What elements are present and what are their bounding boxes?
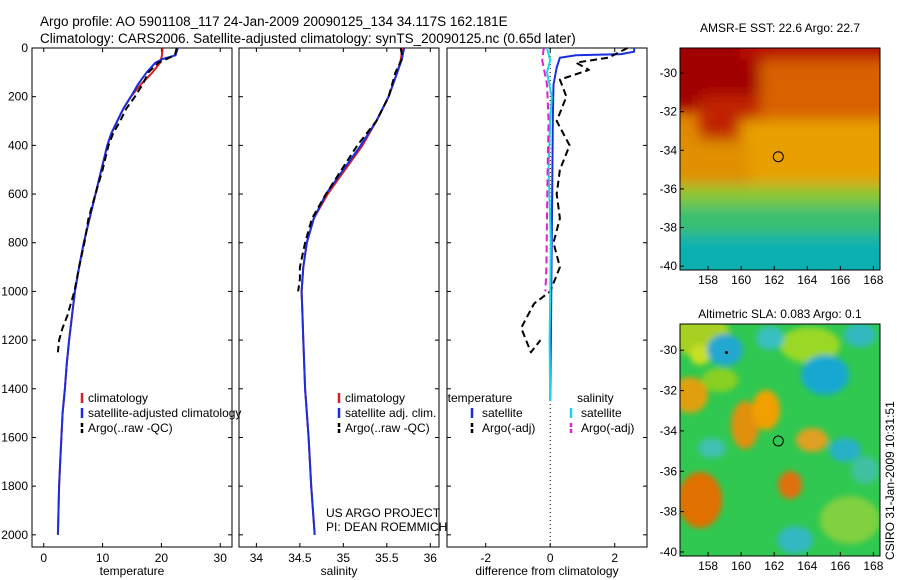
legend-salinity-title: salinity xyxy=(577,391,614,405)
sst_map-ytick-label: -36 xyxy=(660,182,678,196)
temperature-axes-box xyxy=(31,47,233,548)
sst_map-ytick-label: -40 xyxy=(660,259,678,273)
salinity-series-line xyxy=(297,47,404,292)
temperature-series-line xyxy=(56,47,164,535)
sst-map-title: AMSR-E SST: 22.6 Argo: 22.7 xyxy=(700,21,860,35)
temperature-profile-panel: 0 10 20 30 0 200 400 600 800 1000 1200 1400 1600 1800… xyxy=(1,41,241,578)
sst_map-xtick-label: 162 xyxy=(764,273,784,287)
sst_map-xtick-label: 164 xyxy=(797,273,817,287)
temperature-ytick-label: 800 xyxy=(8,236,28,250)
sst_map-axes-box xyxy=(679,47,881,271)
credit-pi: PI: DEAN ROEMMICH xyxy=(326,520,447,534)
temperature-ytick-label: 1000 xyxy=(1,284,28,298)
difference-axes-box xyxy=(446,47,648,548)
temperature-legend-item: climatology xyxy=(88,391,148,405)
legend-salinity-item: satellite xyxy=(581,406,622,420)
sla_map-ytick-label: -30 xyxy=(660,343,678,357)
sst_map-xtick-label: 166 xyxy=(830,273,850,287)
sla-dot-marker xyxy=(725,351,728,354)
sst_map-xtick-label: 158 xyxy=(698,273,718,287)
sla_map-ytick-label: -40 xyxy=(660,545,678,559)
sla_map-xtick-label: 168 xyxy=(863,559,883,573)
temperature-xlabel: temperature xyxy=(100,564,165,578)
temperature-ytick-label: 1600 xyxy=(1,430,28,444)
temperature-series-line xyxy=(56,47,179,535)
sla-heatmap xyxy=(680,324,880,556)
difference-series-line xyxy=(549,48,636,402)
salinity-xtick-label: 35 xyxy=(337,551,351,565)
temperature-ytick-label: 1200 xyxy=(1,333,28,347)
credit-project: US ARGO PROJECT xyxy=(326,506,441,520)
sla_map-ytick-label: -38 xyxy=(660,505,678,519)
sst-map-axes: 158 160 162 164 166 168 -30 -32 -34 -36 -38 -40 xyxy=(660,47,884,287)
salinity-legend-item: satellite adj. clim. xyxy=(345,406,436,420)
salinity-xtick-label: 35.5 xyxy=(375,551,399,565)
sst_map-ytick-label: -30 xyxy=(660,66,678,80)
legend-salinity-item: Argo(-adj) xyxy=(581,421,634,435)
temperature-ytick-label: 600 xyxy=(8,187,28,201)
temperature-series-line xyxy=(56,47,178,353)
temperature-xtick-label: 10 xyxy=(96,551,110,565)
sla_map-ytick-label: -36 xyxy=(660,464,678,478)
salinity-series-line xyxy=(300,47,404,535)
temperature-ytick-label: 400 xyxy=(8,138,28,152)
sst_map-ytick-label: -32 xyxy=(660,105,678,119)
sst-heatmap xyxy=(680,48,880,270)
legend-temperature-item: Argo(-adj) xyxy=(482,421,535,435)
sla-argo-location-marker xyxy=(772,435,784,447)
figure-title-line2: Climatology: CARS2006. Satellite-adjuste… xyxy=(40,31,576,46)
difference-xtick-label: 2 xyxy=(611,551,618,565)
salinity-legend-item: Argo(..raw -QC) xyxy=(345,421,430,435)
temperature-ytick-label: 0 xyxy=(21,41,28,55)
temperature-legend-item: Argo(..raw -QC) xyxy=(88,421,173,435)
sla_map-xtick-label: 160 xyxy=(731,559,751,573)
sst_map-ytick-label: -34 xyxy=(660,143,678,157)
salinity-xlabel: salinity xyxy=(321,564,358,578)
sla-map-title: Altimetric SLA: 0.083 Argo: 0.1 xyxy=(698,307,862,321)
sla-map-axes: 158 160 162 164 166 168 -30 -32 -34 -36 -38 -40 xyxy=(660,323,884,573)
legend-temperature-item: satellite xyxy=(482,406,523,420)
sst_map-ytick-label: -38 xyxy=(660,221,678,235)
sst-argo-location-marker xyxy=(772,151,784,163)
salinity-legend-item: climatology xyxy=(345,391,405,405)
temperature-ytick-label: 200 xyxy=(8,90,28,104)
difference-series-line xyxy=(546,47,553,402)
temperature-ytick-label: 1400 xyxy=(1,382,28,396)
sla_map-xtick-label: 166 xyxy=(830,559,850,573)
sla_map-xtick-label: 164 xyxy=(797,559,817,573)
salinity-axes-box xyxy=(238,47,440,548)
difference-series-line xyxy=(520,47,629,354)
temperature-xtick-label: 20 xyxy=(155,551,169,565)
legend-temperature-title: temperature xyxy=(448,391,513,405)
temperature-xtick-label: 0 xyxy=(40,551,47,565)
temperature-legend-item: satellite-adjusted climatology xyxy=(88,406,241,420)
temperature-ytick-label: 1800 xyxy=(1,479,28,493)
sla_map-xtick-label: 158 xyxy=(698,559,718,573)
timestamp-label: CSIRO 31-Jan-2009 10:31:51 xyxy=(883,401,897,560)
difference-xtick-label: -2 xyxy=(480,551,491,565)
sst_map-xtick-label: 160 xyxy=(731,273,751,287)
sla_map-ytick-label: -34 xyxy=(660,424,678,438)
sla_map-ytick-label: -32 xyxy=(660,384,678,398)
salinity-xtick-label: 36 xyxy=(424,551,438,565)
temperature-ytick-label: 2000 xyxy=(1,528,28,542)
temperature-xtick-label: 30 xyxy=(214,551,228,565)
sla_map-axes-box xyxy=(679,323,881,557)
salinity-series-line xyxy=(300,47,406,535)
difference-series-line xyxy=(541,47,550,292)
difference-xtick-label: 0 xyxy=(547,551,554,565)
salinity-xtick-label: 34.5 xyxy=(288,551,312,565)
sst_map-xtick-label: 168 xyxy=(863,273,883,287)
salinity-profile-panel: 34 34.5 35 35.5 36 salinity climatologysatelli… xyxy=(238,47,440,578)
difference-xlabel: difference from climatology xyxy=(475,564,618,578)
figure-title-line1: Argo profile: AO 5901108_117 24-Jan-2009… xyxy=(40,14,508,29)
sla_map-xtick-label: 162 xyxy=(764,559,784,573)
salinity-xtick-label: 34 xyxy=(250,551,264,565)
